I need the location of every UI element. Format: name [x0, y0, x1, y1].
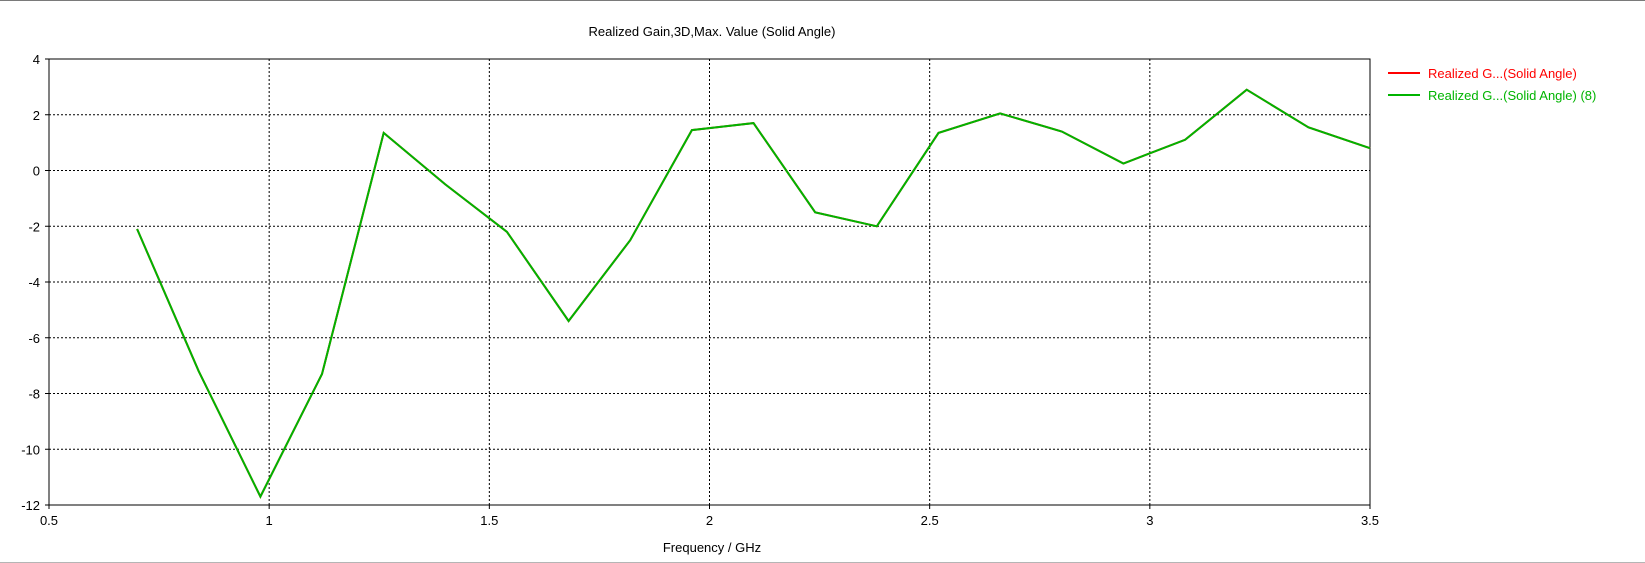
- y-tick-label: 4: [33, 52, 40, 67]
- y-tick-label: 0: [33, 164, 40, 179]
- x-axis-label: Frequency / GHz: [663, 540, 761, 555]
- y-tick-label: -10: [21, 442, 40, 457]
- legend-label-1: Realized G...(Solid Angle): [1428, 66, 1577, 81]
- grid-lines: [49, 59, 1370, 505]
- y-tick-label: -2: [28, 219, 40, 234]
- series-line-2: [136, 88, 1371, 499]
- y-tick-label: -4: [28, 275, 40, 290]
- x-tick-label: 1.5: [480, 513, 498, 528]
- x-tick-label: 2.5: [921, 513, 939, 528]
- series-line-1: [136, 88, 1371, 499]
- x-tick-label: 3: [1146, 513, 1153, 528]
- y-tick-label: -6: [28, 331, 40, 346]
- y-axis-ticks: 4 2 0 -2 -4 -6 -8 -10 -12: [21, 52, 49, 513]
- x-tick-label: 3.5: [1361, 513, 1379, 528]
- series-lines: [136, 88, 1371, 499]
- y-tick-label: -12: [21, 498, 40, 513]
- legend-label-2: Realized G...(Solid Angle) (8): [1428, 88, 1596, 103]
- chart-title: Realized Gain,3D,Max. Value (Solid Angle…: [589, 24, 836, 39]
- x-tick-label: 2: [706, 513, 713, 528]
- legend: Realized G...(Solid Angle) Realized G...(…: [1388, 66, 1596, 103]
- x-axis-ticks: 0.5 1 1.5 2 2.5 3 3.5: [40, 505, 1379, 528]
- y-tick-label: 2: [33, 108, 40, 123]
- x-tick-label: 0.5: [40, 513, 58, 528]
- x-tick-label: 1: [266, 513, 273, 528]
- y-tick-label: -8: [28, 387, 40, 402]
